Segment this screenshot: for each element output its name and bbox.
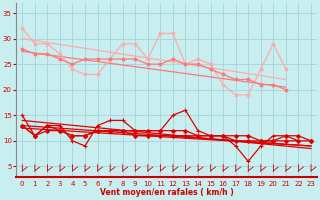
X-axis label: Vent moyen/en rafales ( km/h ): Vent moyen/en rafales ( km/h ) [100, 188, 234, 197]
